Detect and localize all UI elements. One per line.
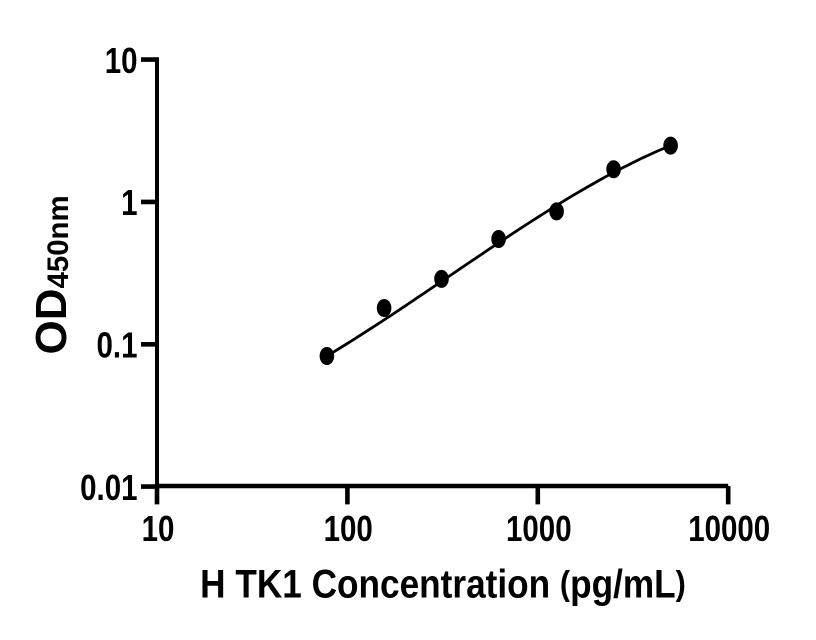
svg-text:1: 1 xyxy=(121,183,137,224)
svg-text:10: 10 xyxy=(105,41,138,82)
svg-text:H TK1 Concentration (pg/mL): H TK1 Concentration (pg/mL) xyxy=(200,561,686,605)
svg-text:10: 10 xyxy=(142,509,175,550)
svg-text:100: 100 xyxy=(324,509,373,550)
svg-text:0.1: 0.1 xyxy=(96,326,137,367)
svg-text:10000: 10000 xyxy=(688,509,770,550)
svg-text:1000: 1000 xyxy=(506,509,572,550)
svg-text:0.01: 0.01 xyxy=(80,468,137,509)
